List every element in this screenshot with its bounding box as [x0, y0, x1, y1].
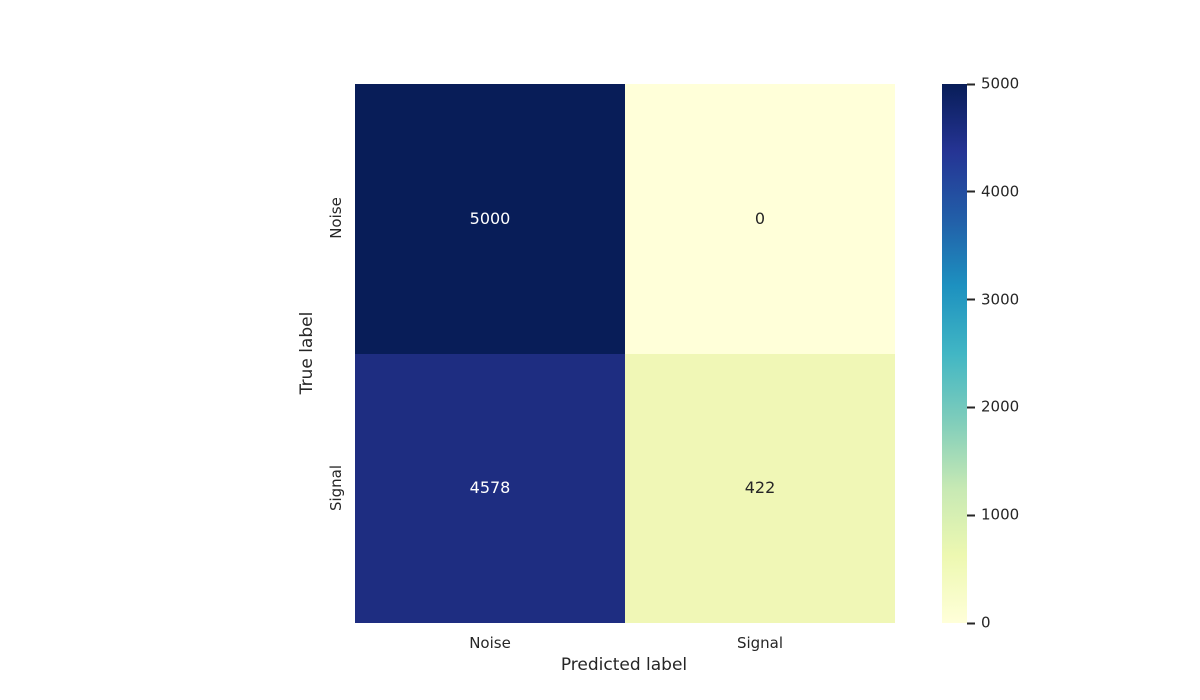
y-axis-label: True label	[297, 311, 317, 395]
cell-annotation: 4578	[469, 478, 511, 498]
colorbar-tick: 3000	[967, 292, 1019, 307]
heatmap: 5000 0 4578 422	[355, 84, 895, 623]
colorbar-tick-dash	[967, 514, 975, 517]
colorbar-tick: 5000	[967, 74, 1020, 93]
heatmap-cell-true-signal-pred-signal: 422	[625, 353, 895, 623]
colorbar-tick-dash	[967, 190, 975, 193]
colorbar-tick-label: 2000	[981, 397, 1020, 416]
colorbar-tick-label: 5000	[981, 74, 1020, 93]
heatmap-cell-true-noise-pred-noise: 5000	[355, 84, 625, 354]
colorbar-tick-label: 4000	[981, 182, 1020, 201]
heatmap-cell-true-signal-pred-noise: 4578	[355, 353, 625, 623]
colorbar-tick-dash	[967, 406, 975, 409]
cell-annotation: 0	[754, 208, 766, 228]
x-tick-signal: Signal	[736, 634, 784, 652]
y-tick-noise: Noise	[327, 197, 345, 239]
heatmap-cell-true-noise-pred-signal: 0	[625, 84, 895, 354]
colorbar-tick: 4000	[967, 184, 1019, 199]
cell-annotation: 5000	[469, 208, 511, 228]
colorbar-tick-dash	[967, 298, 975, 301]
x-axis-label: Predicted label	[560, 655, 688, 675]
colorbar-tick: 2000	[967, 397, 1020, 416]
colorbar: 5000 4000 3000 2000 1000 0	[942, 76, 1019, 630]
x-tick-noise: Noise	[469, 634, 511, 652]
y-tick-signal: Signal	[327, 464, 345, 512]
colorbar-tick: 1000	[967, 505, 1020, 524]
colorbar-tick-dash	[967, 622, 975, 624]
colorbar-tick-label: 1000	[981, 505, 1020, 524]
colorbar-tick-label: 3000	[981, 290, 1020, 309]
colorbar-tick: 0	[967, 613, 991, 632]
colorbar-tick-dash	[967, 83, 975, 85]
colorbar-gradient	[942, 84, 967, 623]
cell-annotation: 422	[744, 478, 776, 498]
colorbar-tick-label: 0	[981, 613, 991, 632]
